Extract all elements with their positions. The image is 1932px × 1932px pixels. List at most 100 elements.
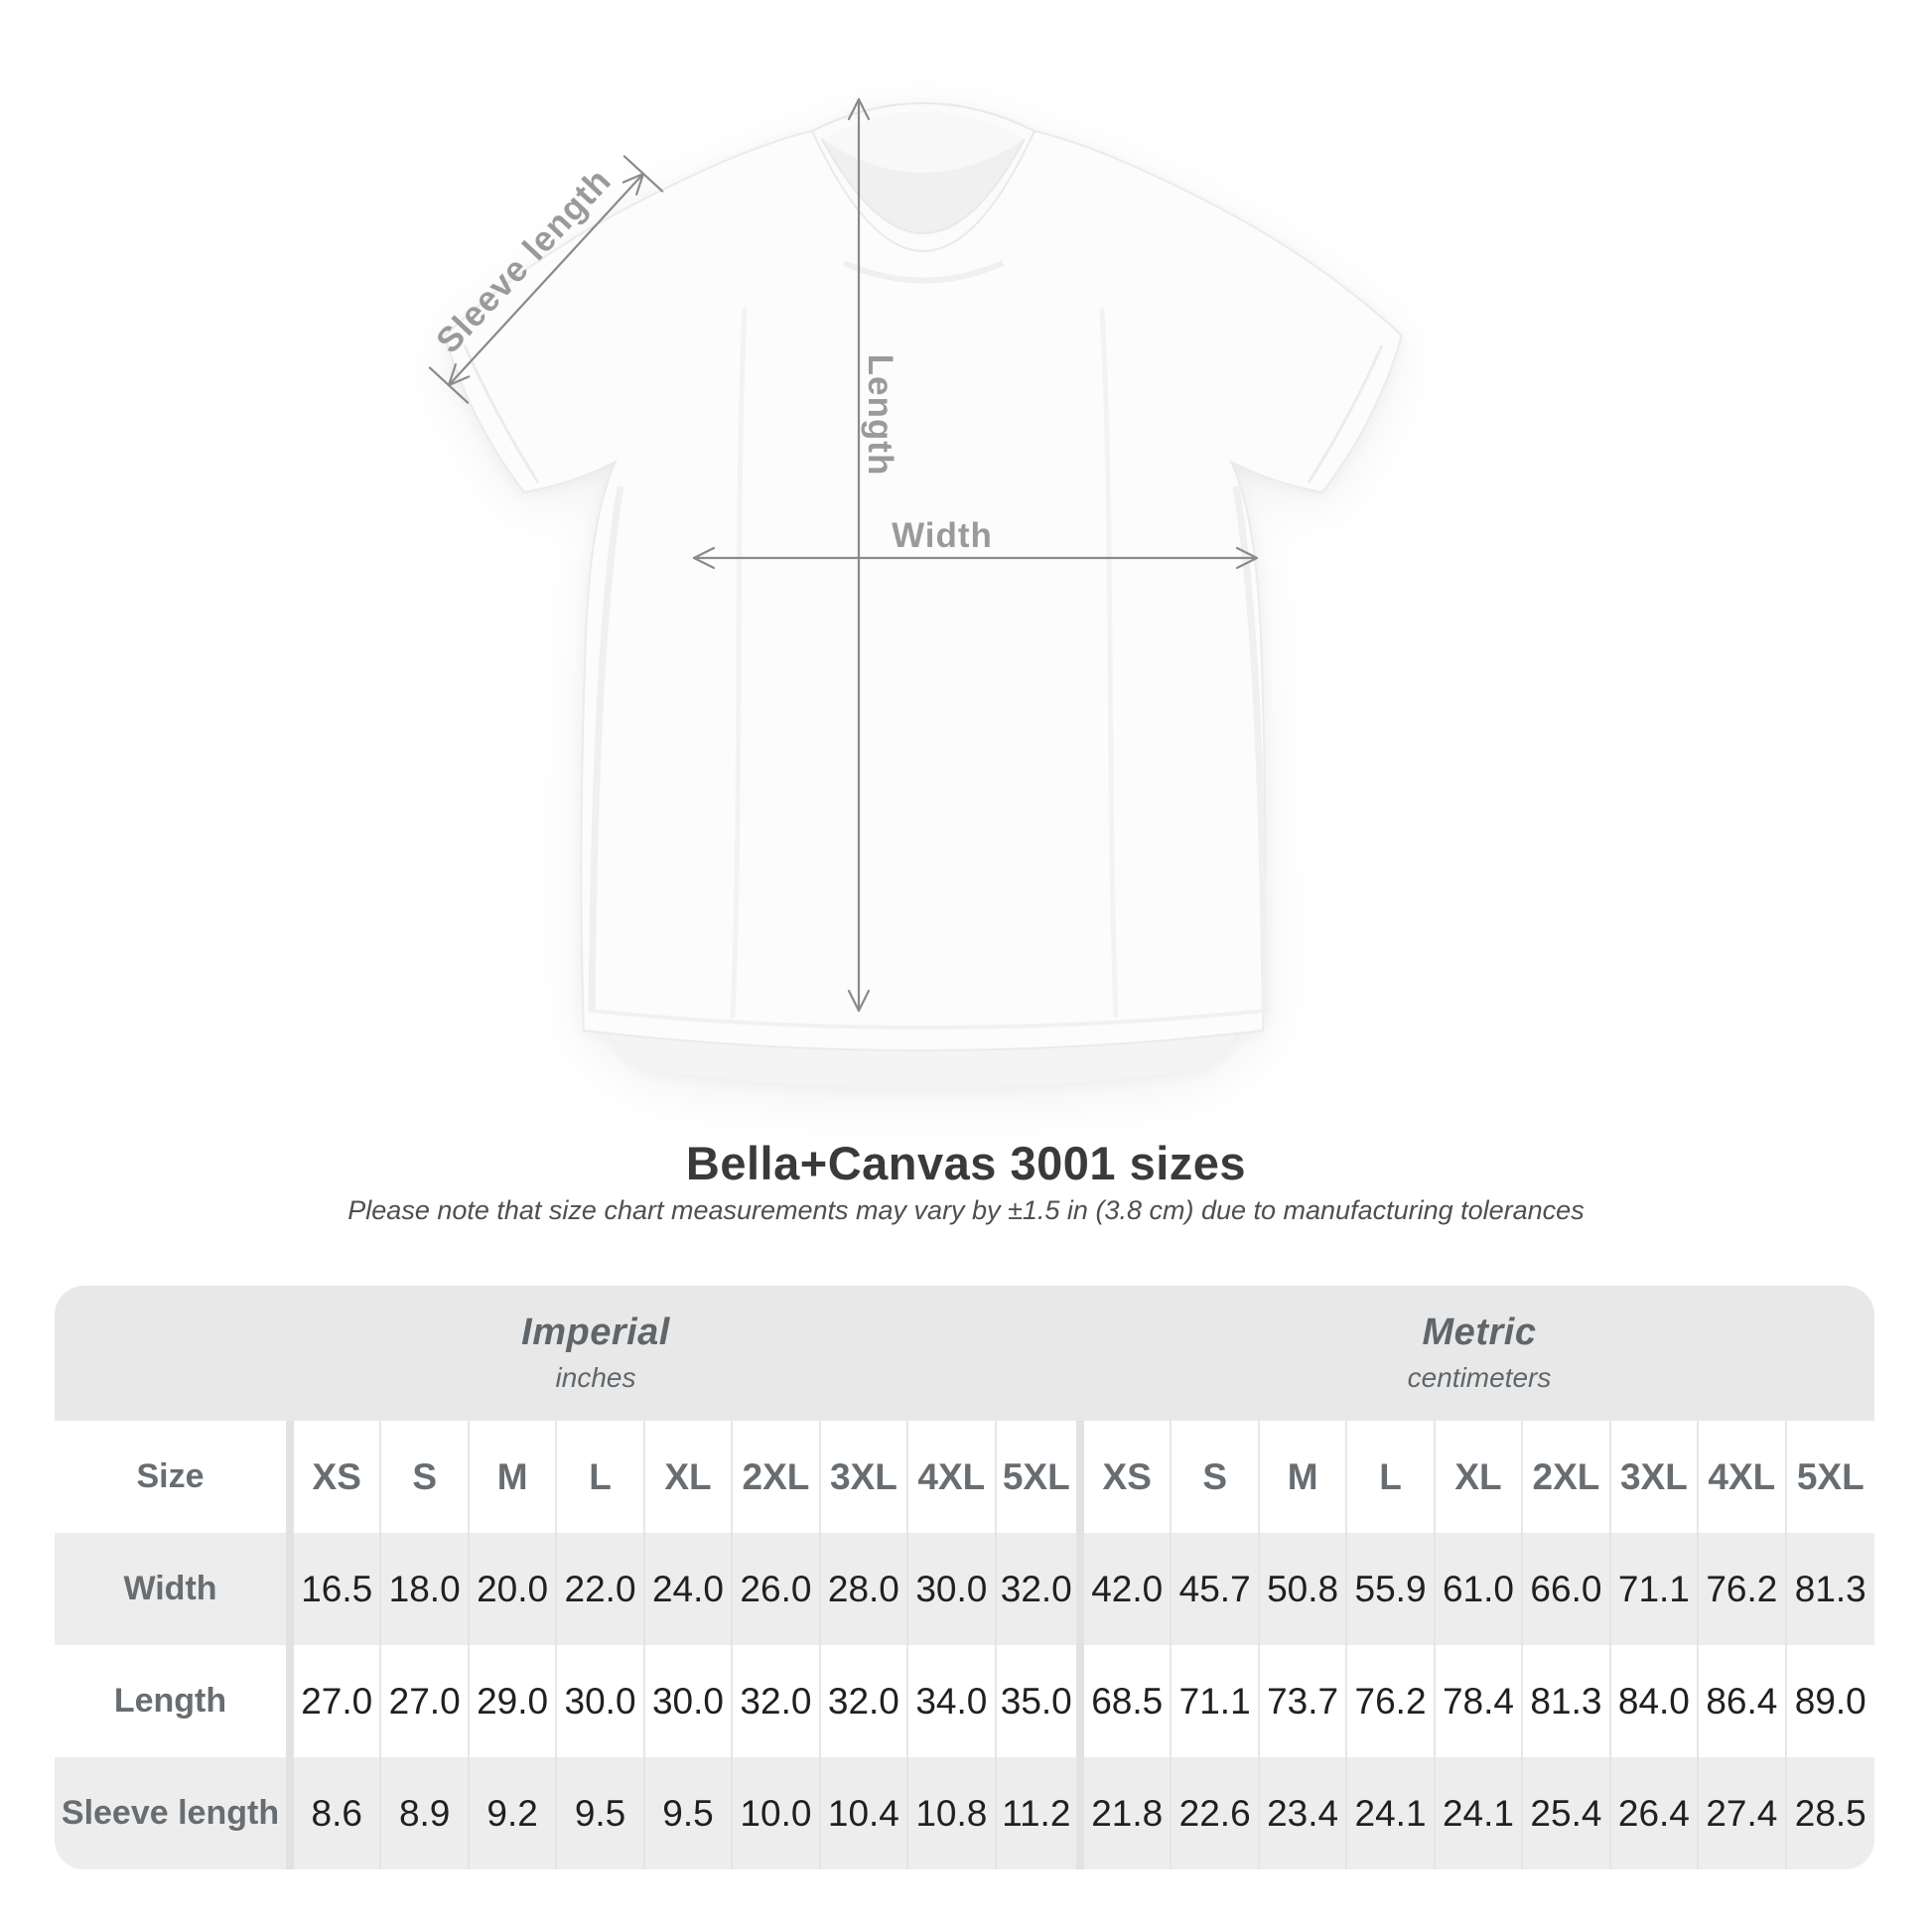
measurement-value: 29.0: [469, 1645, 558, 1757]
measurement-value: 26.4: [1610, 1757, 1700, 1869]
size-column-header: 4XL: [1699, 1421, 1787, 1533]
size-column-header: 2XL: [733, 1421, 821, 1533]
size-column-header: 4XL: [908, 1421, 997, 1533]
row-label: Length: [55, 1645, 294, 1757]
measurement-value: 34.0: [908, 1645, 997, 1757]
measurement-value: 26.0: [733, 1533, 821, 1645]
size-column-header: 5XL: [996, 1421, 1084, 1533]
tshirt-back-hem: [606, 1018, 1241, 1088]
size-column-header: 5XL: [1786, 1421, 1874, 1533]
size-column-header: 3XL: [820, 1421, 909, 1533]
measurement-value: 71.1: [1610, 1533, 1700, 1645]
size-column-header: S: [1172, 1421, 1260, 1533]
imperial-unit-label: inches: [555, 1362, 636, 1393]
measurement-value: 9.2: [469, 1757, 558, 1869]
measurement-value: 27.4: [1699, 1757, 1787, 1869]
measurement-value: 24.1: [1347, 1757, 1436, 1869]
measurement-value: 84.0: [1610, 1645, 1700, 1757]
measurement-value: 27.0: [294, 1645, 382, 1757]
metric-unit-header: Metric centimeters: [1408, 1311, 1552, 1394]
measurement-value: 24.1: [1435, 1757, 1524, 1869]
measurement-value: 22.0: [557, 1533, 645, 1645]
tshirt-body: [443, 102, 1404, 1051]
size-column-header: 2XL: [1523, 1421, 1611, 1533]
measurement-value: 81.3: [1786, 1533, 1874, 1645]
size-column-header: M: [469, 1421, 558, 1533]
measurement-value: 86.4: [1699, 1645, 1787, 1757]
measurement-value: 8.9: [381, 1757, 470, 1869]
sleeve-end-tick-bottom: [428, 366, 470, 404]
measurement-value: 42.0: [1083, 1533, 1173, 1645]
measurement-value: 30.0: [908, 1533, 997, 1645]
sleeve-end-tick-top: [622, 155, 664, 193]
size-column-header: XL: [1435, 1421, 1524, 1533]
measurement-value: 32.0: [820, 1645, 909, 1757]
measurement-value: 20.0: [469, 1533, 558, 1645]
measurement-value: 24.0: [644, 1533, 734, 1645]
size-column-header: 3XL: [1610, 1421, 1700, 1533]
measurement-value: 50.8: [1259, 1533, 1348, 1645]
measurement-value: 81.3: [1523, 1645, 1611, 1757]
length-arrowhead-top: [847, 97, 871, 121]
sleeve-arrow-line: [447, 172, 645, 387]
imperial-label: Imperial: [521, 1311, 670, 1353]
measurement-value: 45.7: [1172, 1533, 1260, 1645]
measurement-value: 30.0: [557, 1645, 645, 1757]
measurement-value: 32.0: [996, 1533, 1084, 1645]
size-column-header: L: [557, 1421, 645, 1533]
measurement-value: 73.7: [1259, 1645, 1348, 1757]
size-column-header: XS: [294, 1421, 382, 1533]
size-table-card: Imperial inches Metric centimeters Size X…: [55, 1286, 1874, 1869]
measurement-value: 55.9: [1347, 1533, 1436, 1645]
measurement-value: 71.1: [1172, 1645, 1260, 1757]
measurement-value: 66.0: [1523, 1533, 1611, 1645]
size-column-header: S: [381, 1421, 470, 1533]
collar-inside-back: [822, 112, 1025, 173]
measurement-value: 89.0: [1786, 1645, 1874, 1757]
length-label: Length: [861, 353, 899, 477]
measurement-value: 76.2: [1347, 1645, 1436, 1757]
measurement-value: 25.4: [1523, 1757, 1611, 1869]
measurement-value: 27.0: [381, 1645, 470, 1757]
fabric-folds: [588, 260, 1269, 1030]
measurement-value: 28.5: [1786, 1757, 1874, 1869]
unit-header-band: Imperial inches Metric centimeters: [55, 1286, 1874, 1421]
row-label: Width: [55, 1533, 294, 1645]
measurement-value: 18.0: [381, 1533, 470, 1645]
length-arrowhead-bottom: [847, 989, 871, 1013]
page-title: Bella+Canvas 3001 sizes: [685, 1137, 1247, 1189]
width-label: Width: [892, 516, 993, 555]
page-subtitle: Please note that size chart measurements…: [347, 1195, 1585, 1225]
measurement-value: 21.8: [1083, 1757, 1173, 1869]
measurement-value: 78.4: [1435, 1645, 1524, 1757]
measurement-value: 11.2: [996, 1757, 1084, 1869]
measurement-value: 68.5: [1083, 1645, 1173, 1757]
size-header-label: Size: [55, 1421, 294, 1533]
measurement-value: 16.5: [294, 1533, 382, 1645]
measurement-arrows: [428, 97, 1259, 1013]
measurement-value: 10.4: [820, 1757, 909, 1869]
size-column-header: L: [1347, 1421, 1436, 1533]
measurement-value: 9.5: [644, 1757, 734, 1869]
metric-label: Metric: [1422, 1311, 1537, 1353]
measurement-value: 35.0: [996, 1645, 1084, 1757]
measurement-value: 10.0: [733, 1757, 821, 1869]
cuff-seams: [463, 345, 1384, 483]
measurement-value: 30.0: [644, 1645, 734, 1757]
measurement-value: 9.5: [557, 1757, 645, 1869]
measurement-value: 76.2: [1699, 1533, 1787, 1645]
measurement-value: 23.4: [1259, 1757, 1348, 1869]
measurement-value: 61.0: [1435, 1533, 1524, 1645]
metric-unit-label: centimeters: [1407, 1362, 1552, 1393]
measurement-value: 10.8: [908, 1757, 997, 1869]
measurement-value: 32.0: [733, 1645, 821, 1757]
measurement-value: 22.6: [1172, 1757, 1260, 1869]
imperial-unit-header: Imperial inches: [521, 1311, 670, 1394]
width-arrowhead-right: [1235, 546, 1259, 570]
collar-inner-seam: [821, 138, 1026, 234]
size-column-header: XS: [1083, 1421, 1173, 1533]
measurement-value: 28.0: [820, 1533, 909, 1645]
width-arrowhead-left: [692, 546, 716, 570]
measurement-value: 8.6: [294, 1757, 382, 1869]
